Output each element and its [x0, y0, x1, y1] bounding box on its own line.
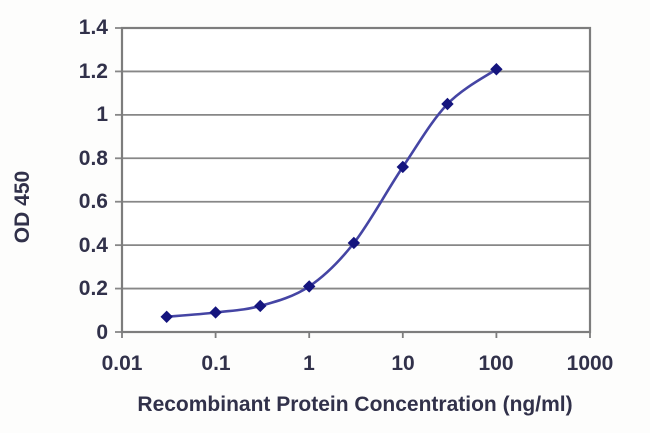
x-tick-label: 0.1: [201, 352, 231, 375]
y-tick-label: 0.4: [78, 234, 108, 257]
y-tick-label: 0.6: [78, 190, 108, 213]
y-tick-label: 0.2: [78, 277, 108, 300]
data-point-marker: [209, 306, 222, 319]
x-tick-label: 1: [303, 352, 315, 375]
data-point-marker: [254, 299, 267, 313]
x-axis-title: Recombinant Protein Concentration (ng/ml…: [137, 393, 573, 416]
x-tick-label: 10: [391, 352, 415, 375]
plot-border: [120, 26, 592, 334]
x-tick-label: 1000: [566, 352, 614, 375]
data-point-marker: [441, 97, 454, 111]
data-point-marker: [302, 280, 316, 293]
data-point-marker: [160, 310, 173, 324]
data-point-marker: [396, 160, 410, 174]
y-tick-label: 1: [96, 103, 108, 126]
standard-curve-line: [165, 68, 498, 319]
x-tick-label: 100: [478, 352, 514, 375]
y-axis-title: OD 450: [11, 170, 34, 244]
y-tick-label: 0.8: [78, 147, 108, 170]
data-point-marker: [490, 63, 503, 76]
y-tick-label: 1.2: [78, 60, 108, 83]
y-tick-label: 0: [96, 321, 108, 344]
x-tick-label: 0.01: [101, 352, 143, 375]
y-tick-label: 1.4: [78, 16, 108, 39]
plot-background: [122, 28, 590, 332]
data-point-marker: [347, 236, 361, 250]
